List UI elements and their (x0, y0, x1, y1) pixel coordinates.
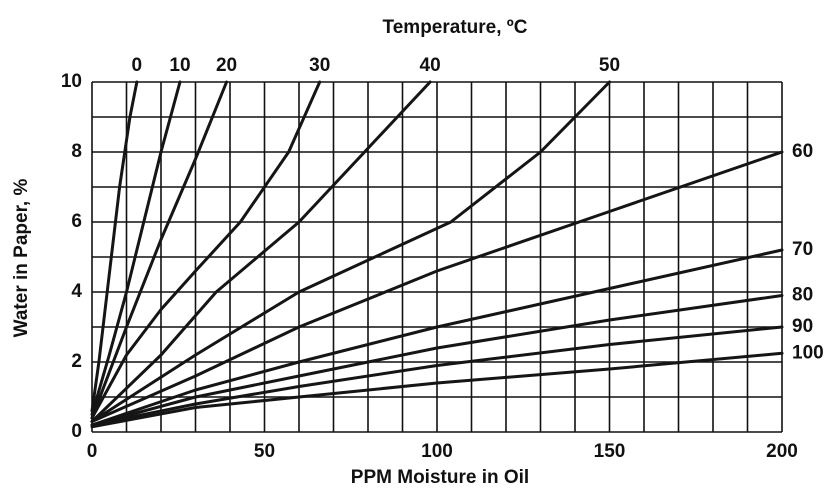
curve (90, 248, 784, 427)
x-tick-label: 150 (594, 441, 626, 462)
curve (90, 351, 784, 429)
curve (90, 80, 611, 423)
series-label: 30 (309, 55, 330, 76)
curve (90, 80, 182, 416)
y-tick-label: 0 (71, 421, 82, 442)
series-label: 10 (169, 55, 190, 76)
curve (90, 80, 432, 423)
series-label: 60 (792, 141, 813, 162)
y-tick-label: 2 (71, 351, 82, 372)
curve (90, 325, 784, 427)
y-tick-label: 8 (71, 141, 82, 162)
y-tick-label: 4 (71, 281, 82, 302)
chart-title: Temperature, ºC (383, 17, 528, 38)
x-tick-label: 100 (421, 441, 453, 462)
series-label: 20 (216, 55, 237, 76)
curve (90, 80, 322, 420)
x-tick-label: 200 (766, 441, 798, 462)
x-tick-label: 0 (87, 441, 98, 462)
x-tick-label: 50 (254, 441, 275, 462)
series-label: 70 (792, 239, 813, 260)
series-label: 80 (792, 285, 813, 306)
series-label: 50 (599, 55, 620, 76)
series-label: 0 (132, 55, 143, 76)
series-label: 90 (792, 316, 813, 337)
y-axis-label: Water in Paper, % (11, 179, 32, 338)
series-label: 40 (420, 55, 441, 76)
curve (90, 80, 139, 413)
y-tick-label: 6 (71, 211, 82, 232)
y-tick-label: 10 (61, 71, 82, 92)
curve (90, 294, 784, 427)
curve (90, 150, 784, 423)
curve (90, 80, 229, 420)
series-label: 100 (792, 342, 824, 363)
x-axis-label: PPM Moisture in Oil (351, 467, 529, 488)
